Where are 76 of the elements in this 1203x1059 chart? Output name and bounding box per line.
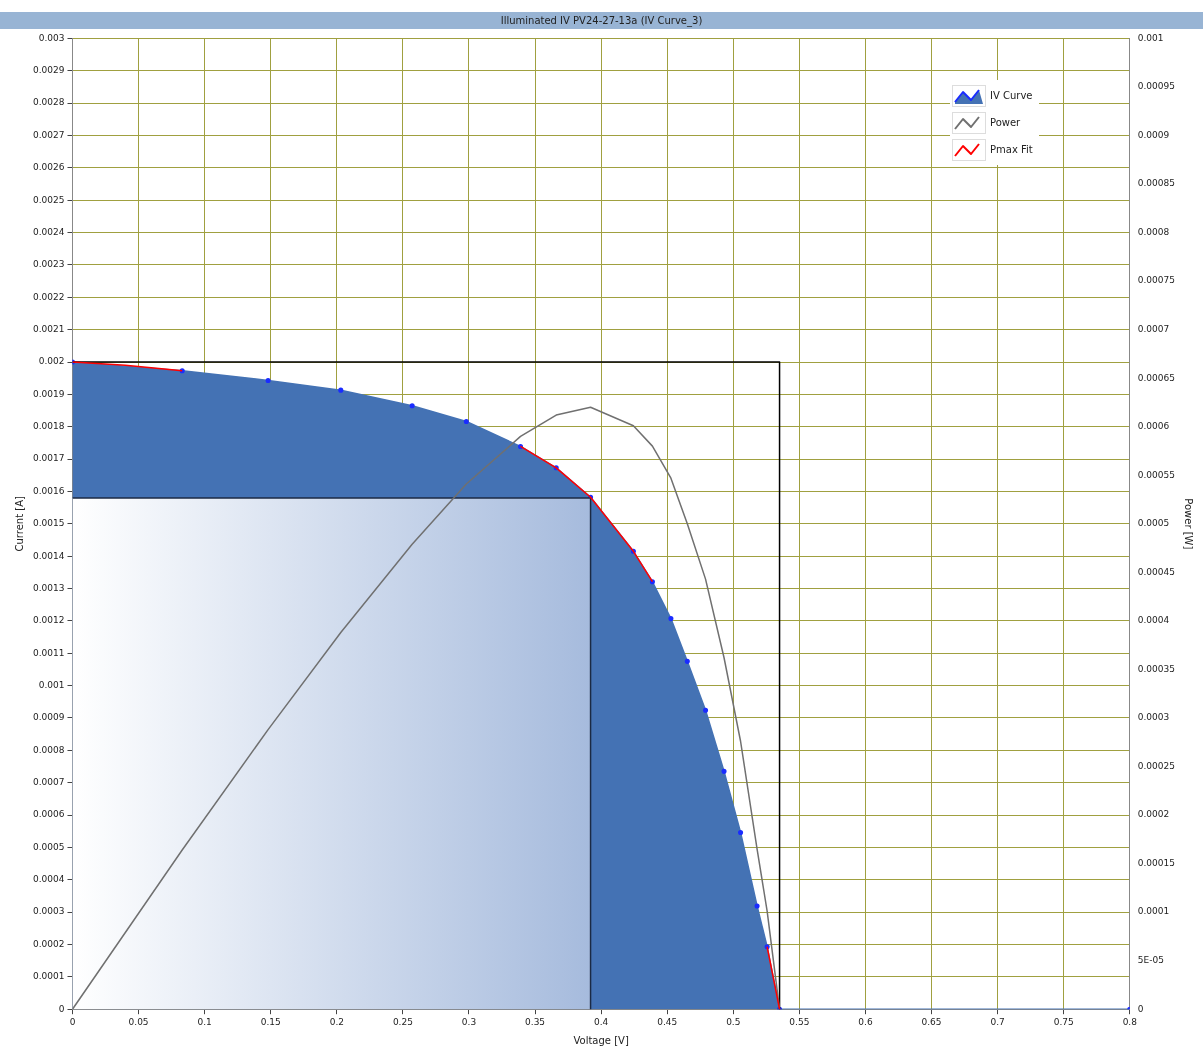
- y2-tick-label: 0: [1137, 1003, 1144, 1014]
- y-tick-label: 0.0027: [32, 129, 65, 140]
- y-tick-label: 0.002: [38, 356, 65, 367]
- y-axis-title: Current [A]: [13, 496, 25, 552]
- y2-tick-label: 0.00075: [1137, 275, 1175, 286]
- x-tick-label: 0.45: [657, 1016, 678, 1027]
- x-tick-label: 0.15: [260, 1016, 281, 1027]
- y2-tick-label: 0.00045: [1137, 566, 1175, 577]
- y2-tick-label: 0.001: [1137, 32, 1164, 43]
- y-tick-label: 0.003: [38, 32, 65, 43]
- legend-label: IV Curve: [990, 90, 1033, 101]
- y-tick-label: 0.0013: [32, 582, 65, 593]
- chart-title: Illuminated IV PV24-27-13a (IV Curve_3): [0, 12, 1203, 29]
- legend-label: Pmax Fit: [990, 144, 1033, 155]
- x-tick-label: 0.7: [990, 1016, 1005, 1027]
- y2-tick-label: 0.0002: [1137, 809, 1170, 820]
- y2-tick-label: 0.0005: [1137, 518, 1170, 529]
- x-tick-label: 0.3: [461, 1016, 477, 1027]
- y-tick-label: 0.0028: [32, 97, 65, 108]
- y2-tick-label: 0.0001: [1137, 906, 1170, 917]
- x-tick-label: 0.55: [789, 1016, 810, 1027]
- y-tick-label: 0.0024: [32, 226, 65, 237]
- y2-tick-label: 0.00035: [1137, 663, 1175, 674]
- y2-axis-title: Power [W]: [1183, 498, 1195, 550]
- x-tick-label: 0.5: [726, 1016, 741, 1027]
- y2-tick-label: 0.00065: [1137, 372, 1175, 383]
- x-tick-label: 0.2: [329, 1016, 344, 1027]
- x-axis-title: Voltage [V]: [573, 1034, 629, 1046]
- y2-tick-label: 0.00095: [1137, 81, 1175, 92]
- y-tick-label: 0.0018: [32, 421, 65, 432]
- y-tick-label: 0.0012: [32, 615, 65, 626]
- y2-tick-label: 0.0003: [1137, 712, 1170, 723]
- x-tick-label: 0.35: [525, 1016, 546, 1027]
- x-tick-label: 0.6: [858, 1016, 873, 1027]
- y-tick-label: 0.001: [38, 679, 65, 690]
- legend-label: Power: [990, 117, 1021, 128]
- x-tick-label: 0.05: [128, 1016, 149, 1027]
- y-tick-label: 0.0006: [32, 809, 65, 820]
- y2-tick-label: 0.0009: [1137, 129, 1170, 140]
- y2-tick-label: 0.00025: [1137, 760, 1175, 771]
- y-tick-label: 0.0003: [32, 906, 65, 917]
- y-tick-label: 0.0022: [32, 291, 65, 302]
- y-tick-label: 0.0021: [32, 323, 65, 334]
- y-tick-label: 0.0016: [32, 485, 65, 496]
- y2-tick-label: 0.00055: [1137, 469, 1175, 480]
- y-tick-label: 0.0015: [32, 518, 65, 529]
- x-tick-label: 0.1: [197, 1016, 212, 1027]
- x-tick-label: 0: [69, 1016, 76, 1027]
- y2-tick-label: 0.0007: [1137, 323, 1170, 334]
- x-tick-label: 0.75: [1053, 1016, 1074, 1027]
- y-tick-label: 0.0004: [32, 874, 65, 885]
- y-tick-label: 0.0009: [32, 712, 65, 723]
- y2-tick-label: 0.00085: [1137, 178, 1175, 189]
- y-tick-label: 0.0001: [32, 971, 65, 982]
- y-tick-label: 0: [58, 1003, 65, 1014]
- y-tick-label: 0.0023: [32, 259, 65, 270]
- y-tick-label: 0.0029: [32, 65, 65, 76]
- y-tick-label: 0.0005: [32, 841, 65, 852]
- y2-tick-label: 0.00015: [1137, 857, 1175, 868]
- x-tick-label: 0.4: [593, 1016, 609, 1027]
- y-tick-label: 0.0007: [32, 777, 65, 788]
- y2-tick-label: 5E-05: [1137, 955, 1164, 965]
- y-tick-label: 0.0026: [32, 162, 65, 173]
- y-tick-label: 0.0008: [32, 744, 65, 755]
- y2-tick-label: 0.0006: [1137, 421, 1170, 432]
- y-tick-label: 0.0014: [32, 550, 65, 561]
- y2-tick-label: 0.0004: [1137, 615, 1170, 626]
- y-tick-label: 0.0025: [32, 194, 65, 205]
- y-tick-label: 0.0002: [32, 938, 65, 949]
- x-tick-label: 0.25: [392, 1016, 413, 1027]
- x-tick-label: 0.65: [921, 1016, 942, 1027]
- y2-tick-label: 0.0008: [1137, 226, 1170, 237]
- y-tick-label: 0.0011: [32, 647, 65, 658]
- x-tick-label: 0.8: [1122, 1016, 1138, 1027]
- y-tick-label: 0.0017: [32, 453, 65, 464]
- y-tick-label: 0.0019: [32, 388, 65, 399]
